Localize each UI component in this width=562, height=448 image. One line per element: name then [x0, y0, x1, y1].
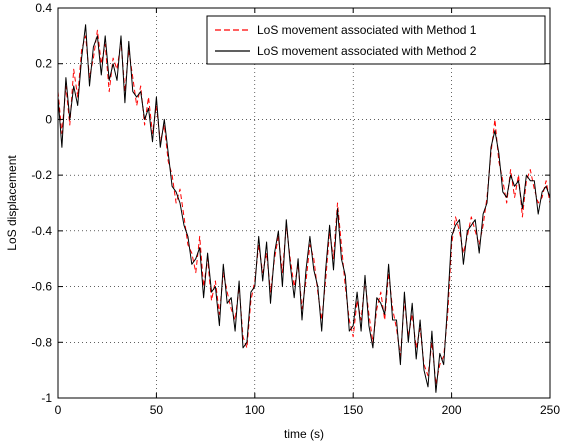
- y-tick-label: -0.2: [31, 168, 52, 182]
- x-tick-label: 250: [540, 403, 560, 417]
- legend-label-method-1: LoS movement associated with Method 1: [257, 23, 477, 37]
- series-line-method-1: [57, 29, 551, 385]
- x-tick-label: 0: [55, 403, 62, 417]
- y-tick-label: -0.6: [31, 280, 52, 294]
- y-tick-label: -0.8: [31, 335, 52, 349]
- legend-label-method-2: LoS movement associated with Method 2: [257, 44, 477, 58]
- x-tick-label: 100: [245, 403, 265, 417]
- y-tick-label: 0.2: [35, 57, 52, 71]
- series-layer: [57, 24, 551, 393]
- x-axis-label: time (s): [284, 427, 324, 441]
- tick-layer: 0 50 100 150 200 250 -1 -0.8 -0.6 -0.4 -0.2 0 0.2 0.4: [31, 1, 560, 417]
- legend: LoS movement associated with Method 1 Lo…: [206, 15, 546, 65]
- series-line-method-2: [57, 24, 551, 393]
- grid-layer: [58, 8, 550, 398]
- y-tick-label: 0.4: [35, 1, 52, 15]
- y-tick-label: -0.4: [31, 224, 52, 238]
- plot-area: [58, 8, 550, 398]
- legend-box: [206, 15, 546, 65]
- x-tick-label: 50: [150, 403, 164, 417]
- y-tick-label: -1: [41, 391, 52, 405]
- plot-frame: [57, 7, 551, 399]
- y-axis-label: LoS displacement: [5, 155, 19, 251]
- x-tick-label: 200: [442, 403, 462, 417]
- y-tick-label: 0: [45, 112, 52, 126]
- x-tick-label: 150: [343, 403, 363, 417]
